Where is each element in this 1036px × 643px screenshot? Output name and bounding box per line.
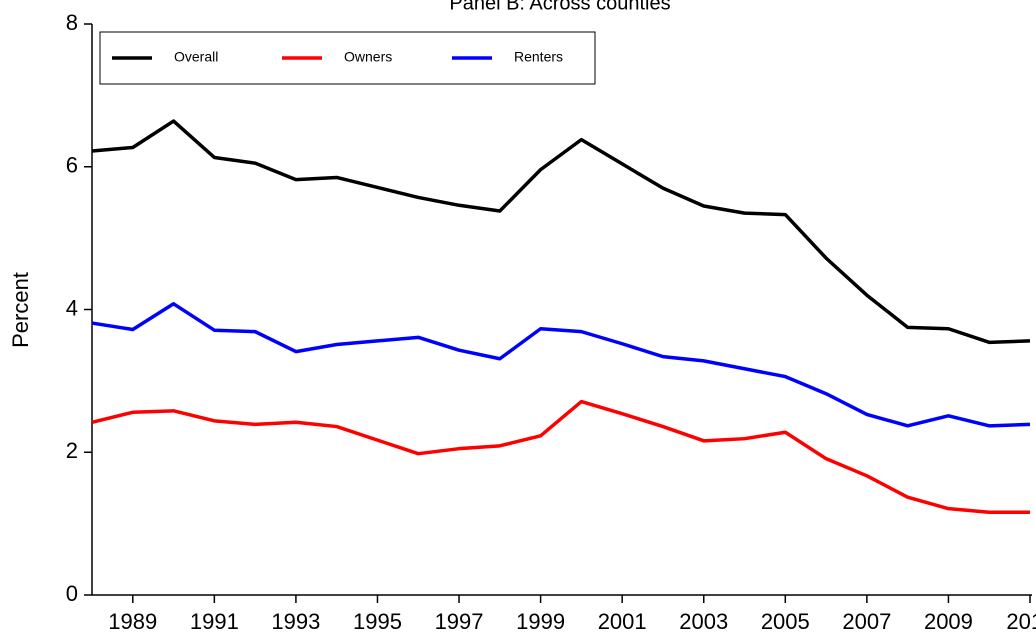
line-series [91,302,1031,428]
x-tick-label: 2007 [842,609,891,634]
x-tick-label: 2005 [761,609,810,634]
x-tick-label: 2011 [1006,609,1036,634]
x-tick-label: 1997 [435,609,484,634]
x-tick-label: 2003 [679,609,728,634]
y-tick-label: 6 [66,153,78,178]
x-tick-label: 1995 [353,609,402,634]
legend-box [99,31,596,85]
chart-title: Panel B: Across counties [449,0,670,14]
y-tick-label: 4 [66,295,78,320]
y-tick-label: 8 [66,10,78,35]
x-tick-label: 1993 [271,609,320,634]
x-tick-label: 1999 [516,609,565,634]
x-tick-label: 1991 [190,609,239,634]
x-tick-label: 1989 [108,609,157,634]
legend-label: Overall [174,49,218,65]
legend-label: Owners [344,49,392,65]
line-series [91,119,1031,345]
y-tick-label: 0 [66,581,78,606]
line-series [91,399,1030,514]
y-axis-label: Percent [8,272,33,348]
x-tick-label: 2009 [924,609,973,634]
y-tick-label: 2 [66,438,78,463]
legend-label: Renters [514,49,563,65]
x-tick-label: 2001 [598,609,647,634]
